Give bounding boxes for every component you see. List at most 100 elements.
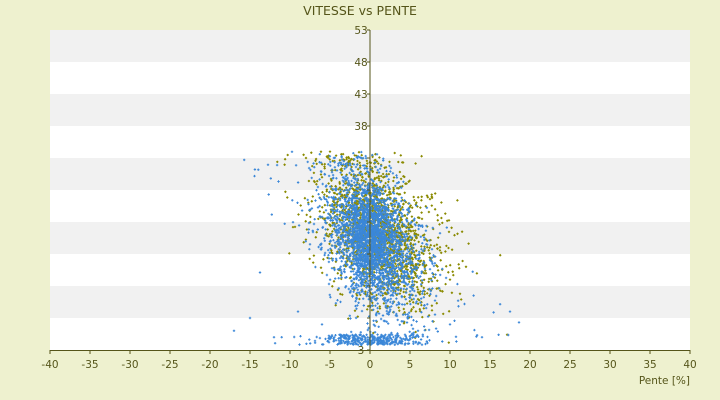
data-point bbox=[385, 277, 388, 280]
data-point bbox=[422, 278, 426, 282]
data-point bbox=[435, 243, 439, 247]
data-point bbox=[341, 152, 345, 156]
data-point bbox=[270, 213, 273, 216]
data-point bbox=[373, 295, 376, 298]
data-point bbox=[360, 153, 364, 157]
data-point bbox=[390, 216, 393, 219]
data-point bbox=[378, 194, 381, 197]
data-point bbox=[390, 224, 393, 228]
data-point bbox=[362, 191, 365, 194]
data-point bbox=[389, 248, 393, 252]
data-point bbox=[341, 203, 344, 206]
data-point bbox=[340, 250, 343, 253]
data-point bbox=[338, 220, 342, 223]
data-point bbox=[441, 312, 445, 316]
data-point bbox=[283, 157, 287, 161]
data-point bbox=[359, 197, 362, 200]
data-point bbox=[341, 238, 344, 241]
data-point bbox=[450, 248, 454, 252]
data-point bbox=[323, 172, 326, 176]
data-point bbox=[354, 216, 358, 220]
data-point bbox=[383, 276, 387, 279]
data-point bbox=[457, 305, 460, 308]
data-point bbox=[356, 288, 359, 291]
data-point bbox=[380, 235, 384, 239]
data-point bbox=[356, 177, 359, 181]
data-point bbox=[352, 176, 355, 180]
data-point bbox=[379, 259, 382, 263]
data-point bbox=[284, 190, 287, 194]
data-point bbox=[339, 333, 342, 336]
data-point bbox=[324, 222, 328, 225]
data-point bbox=[353, 309, 357, 313]
data-point bbox=[374, 152, 377, 156]
data-point bbox=[364, 272, 368, 276]
data-point bbox=[372, 195, 376, 198]
data-point bbox=[389, 192, 393, 196]
data-point bbox=[334, 339, 338, 342]
data-point bbox=[349, 254, 352, 257]
data-point bbox=[396, 259, 399, 263]
data-point bbox=[391, 219, 394, 222]
data-point bbox=[349, 270, 353, 273]
data-point bbox=[379, 263, 382, 267]
x-tick-label: 20 bbox=[523, 359, 536, 371]
data-point bbox=[310, 164, 314, 168]
data-point bbox=[456, 282, 459, 286]
data-point bbox=[387, 222, 390, 226]
data-point bbox=[377, 340, 380, 344]
data-point bbox=[448, 323, 452, 326]
data-point bbox=[355, 282, 358, 285]
data-point bbox=[319, 150, 323, 154]
data-point bbox=[410, 220, 413, 224]
y-tick-label: 38 bbox=[354, 121, 367, 133]
data-point bbox=[432, 275, 435, 278]
data-point bbox=[359, 337, 362, 340]
data-point bbox=[343, 182, 347, 185]
data-point bbox=[371, 225, 375, 229]
data-point bbox=[360, 172, 364, 176]
data-point bbox=[410, 307, 414, 311]
data-point bbox=[438, 287, 441, 290]
data-point bbox=[352, 248, 355, 252]
data-point bbox=[364, 244, 367, 247]
data-point bbox=[380, 255, 383, 258]
data-point bbox=[362, 244, 365, 247]
data-point bbox=[357, 301, 360, 304]
data-point bbox=[387, 287, 390, 291]
data-point bbox=[334, 184, 337, 188]
data-point bbox=[419, 290, 422, 293]
data-point bbox=[353, 217, 356, 220]
data-point bbox=[331, 159, 335, 163]
data-point bbox=[381, 205, 384, 209]
data-point bbox=[366, 293, 369, 296]
data-point bbox=[357, 192, 361, 196]
data-point bbox=[364, 171, 368, 175]
data-point bbox=[392, 300, 395, 303]
data-point bbox=[341, 215, 345, 218]
data-point bbox=[338, 342, 341, 345]
data-point bbox=[420, 195, 424, 199]
data-point bbox=[342, 340, 345, 343]
data-point bbox=[348, 183, 351, 186]
data-point bbox=[381, 172, 385, 176]
data-point bbox=[395, 174, 398, 177]
data-point bbox=[311, 230, 315, 234]
data-point bbox=[413, 270, 416, 274]
data-point bbox=[408, 222, 411, 225]
data-point bbox=[498, 253, 502, 257]
data-point bbox=[280, 336, 283, 339]
data-point bbox=[412, 253, 416, 257]
data-point bbox=[397, 286, 400, 289]
data-point bbox=[354, 316, 358, 320]
data-point bbox=[371, 209, 375, 212]
data-point bbox=[358, 161, 362, 165]
data-point bbox=[352, 262, 356, 265]
data-point bbox=[399, 154, 403, 157]
data-point bbox=[365, 216, 368, 219]
data-point bbox=[367, 255, 370, 258]
data-point bbox=[367, 232, 370, 235]
data-point bbox=[299, 204, 303, 207]
data-point bbox=[365, 162, 369, 165]
data-point bbox=[385, 256, 388, 260]
